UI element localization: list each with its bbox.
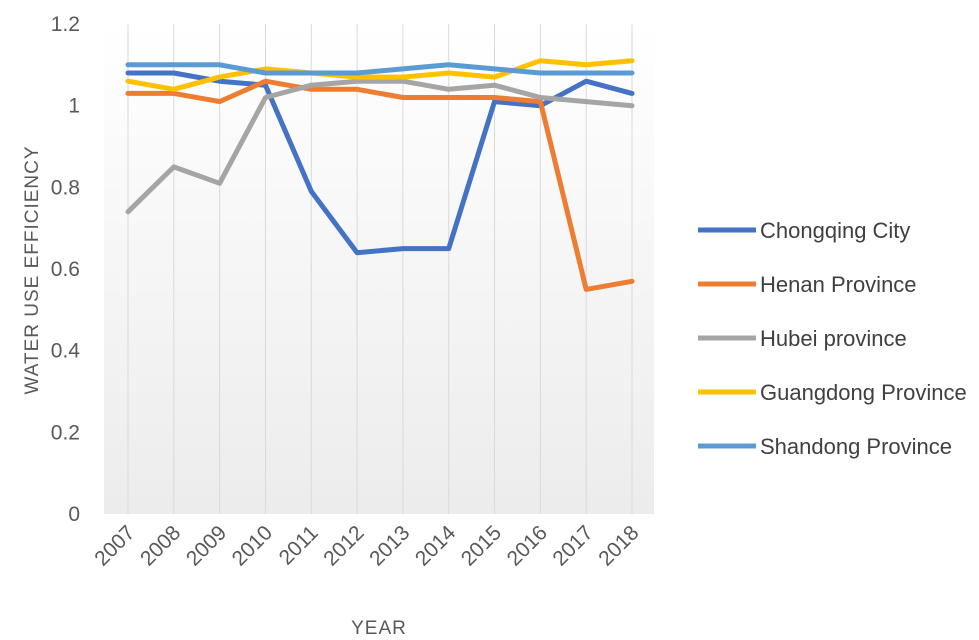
y-tick-label: 0 [68,503,80,526]
legend-label: Chongqing City [760,218,910,243]
y-tick-label: 0.6 [51,258,80,281]
series-lines [125,58,635,292]
x-tick-label: 2011 [275,521,323,569]
x-axis-title: YEAR [351,618,407,639]
x-tick-label: 2010 [228,521,277,570]
legend: Chongqing City Henan Province Hubei provin… [698,218,967,459]
y-tick-label: 0.8 [51,176,80,199]
x-tick-label: 2012 [319,521,368,570]
plot-area [104,24,654,514]
x-tick-label: 2007 [90,521,139,570]
series-line-henan-province [125,78,635,292]
x-tick-label: 2009 [182,521,231,570]
legend-label: Henan Province [760,272,917,297]
y-tick-label: 0.2 [51,421,80,444]
legend-label: Shandong Province [760,434,952,459]
series-line-hubei-province [125,78,635,215]
legend-label: Guangdong Province [760,380,967,405]
y-axis-title: WATER USE EFFICIENCY [22,145,43,394]
x-tick-label: 2014 [411,521,461,571]
legend-item-henan-province: Henan Province [698,272,917,297]
legend-item-hubei-province: Hubei province [698,326,907,351]
y-tick-label: 1 [68,95,80,118]
x-tick-label: 2018 [594,521,643,570]
x-tick-label: 2015 [457,521,506,570]
series-line-shandong-province [125,62,635,76]
y-tick-label: 1.2 [51,13,80,36]
legend-item-guangdong-province: Guangdong Province [698,380,967,405]
x-tick-label: 2016 [503,521,552,570]
x-tick-label: 2008 [136,521,185,570]
series-line-guangdong-province [125,58,635,92]
legend-label: Hubei province [760,326,907,351]
legend-item-chongqing-city: Chongqing City [698,218,910,243]
y-tick-label: 0.4 [51,340,81,363]
x-tick-label: 2013 [365,521,414,570]
x-axis-ticks: 2007200820092010201120122013201420152016… [90,521,643,571]
legend-item-shandong-province: Shandong Province [698,434,952,459]
y-axis-ticks: 0 0.2 0.4 0.6 0.8 1 1.2 [51,13,81,526]
x-tick-label: 2017 [548,521,597,570]
